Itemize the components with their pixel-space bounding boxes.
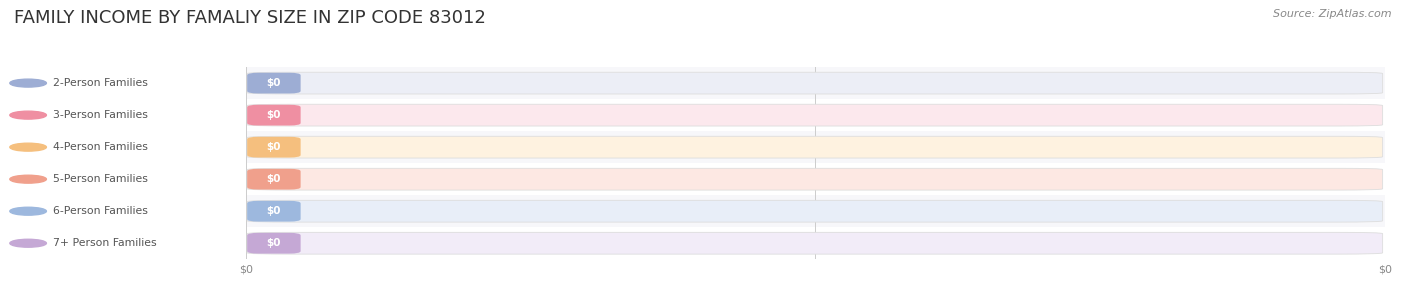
Text: 6-Person Families: 6-Person Families [53,206,148,216]
Bar [246,163,1385,195]
Text: $0: $0 [267,78,281,88]
FancyBboxPatch shape [247,72,1382,94]
FancyBboxPatch shape [247,168,1382,190]
Text: FAMILY INCOME BY FAMALIY SIZE IN ZIP CODE 83012: FAMILY INCOME BY FAMALIY SIZE IN ZIP COD… [14,9,486,27]
Text: $0: $0 [267,238,281,248]
Bar [246,131,1385,163]
FancyBboxPatch shape [247,104,1382,126]
Text: 4-Person Families: 4-Person Families [53,142,148,152]
Text: $0: $0 [267,206,281,216]
Text: 3-Person Families: 3-Person Families [53,110,148,120]
Text: $0: $0 [267,110,281,120]
Bar [246,227,1385,259]
Text: Source: ZipAtlas.com: Source: ZipAtlas.com [1274,9,1392,19]
FancyBboxPatch shape [247,232,1382,254]
Bar [246,67,1385,99]
FancyBboxPatch shape [247,136,1382,158]
Text: $0: $0 [267,174,281,184]
Bar [246,195,1385,227]
Text: $0: $0 [267,142,281,152]
FancyBboxPatch shape [247,200,1382,222]
Text: 5-Person Families: 5-Person Families [53,174,148,184]
Bar [246,99,1385,131]
Text: 7+ Person Families: 7+ Person Families [53,238,157,248]
Text: 2-Person Families: 2-Person Families [53,78,148,88]
